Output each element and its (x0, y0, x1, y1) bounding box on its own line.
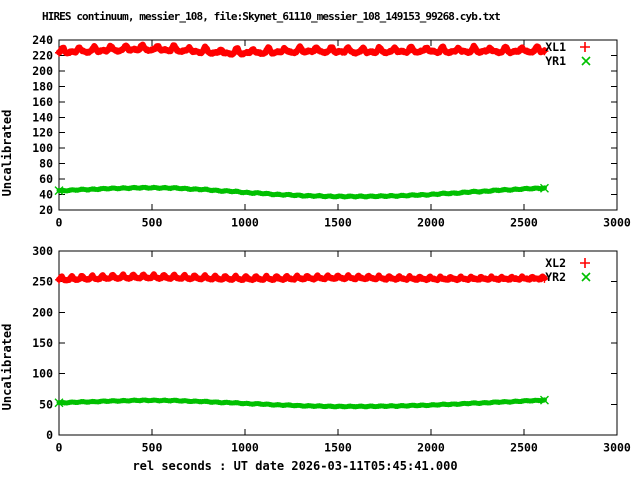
legend-label-xl2: XL2 (545, 256, 566, 270)
y-tick-label: 180 (32, 79, 53, 93)
x-tick-label: 0 (56, 216, 63, 230)
y-tick-label: 160 (32, 95, 53, 109)
x-tick-label: 2000 (417, 441, 445, 455)
x-tick-label: 1000 (231, 216, 259, 230)
series-yr2-end-marker (539, 395, 549, 405)
y-axis-label-top: Uncalibrated (0, 110, 14, 197)
x-tick-label: 1000 (231, 441, 259, 455)
y-tick-label: 150 (32, 336, 53, 350)
y-tick-label: 250 (32, 275, 53, 289)
x-tick-label: 2000 (417, 216, 445, 230)
x-tick-label: 2500 (510, 216, 538, 230)
x-tick-label: 1500 (324, 216, 352, 230)
series-xl2-end-marker (55, 275, 63, 284)
y-axis-label-bottom: Uncalibrated (0, 324, 14, 411)
legend-label-yr1: YR1 (545, 54, 566, 68)
y-tick-label: 60 (39, 172, 53, 186)
x-tick-label: 500 (142, 216, 163, 230)
legend-label-yr2: YR2 (545, 270, 566, 284)
series-yr1-end-marker (539, 183, 549, 193)
series-yr2-band (56, 397, 547, 410)
panel-frame (58, 39, 618, 211)
series-xl1-band (55, 41, 548, 58)
x-tick-label: 2500 (510, 441, 538, 455)
y-tick-label: 220 (32, 48, 53, 62)
x-tick-label: 500 (142, 441, 163, 455)
y-tick-label: 140 (32, 110, 53, 124)
y-tick-label: 80 (39, 157, 53, 171)
y-tick-label: 20 (39, 203, 53, 217)
y-tick-label: 240 (32, 33, 53, 47)
y-tick-label: 300 (32, 244, 53, 258)
y-tick-label: 200 (32, 305, 53, 319)
x-tick-label: 1500 (324, 441, 352, 455)
series-yr2-end-marker (54, 398, 64, 408)
legend-marker-plus-xl1 (580, 42, 590, 52)
x-tick-label: 0 (56, 441, 63, 455)
y-tick-label: 50 (39, 397, 53, 411)
series-xl1-end-marker (55, 48, 63, 57)
y-tick-label: 100 (32, 367, 53, 381)
legend-marker-cross-yr2 (581, 272, 591, 282)
series-xl2-end-marker (540, 274, 549, 283)
series-yr1-band (56, 184, 547, 200)
legend-label-xl1: XL1 (545, 40, 566, 54)
series-xl1-end-marker (540, 47, 549, 56)
x-tick-label: 3000 (603, 441, 631, 455)
legend-marker-plus-xl2 (580, 258, 590, 268)
legend-marker-cross-yr1 (581, 56, 591, 66)
y-tick-label: 120 (32, 126, 53, 140)
series-yr1-end-marker (54, 186, 64, 196)
y-tick-label: 40 (39, 188, 53, 202)
x-axis-label: rel seconds : UT date 2026-03-11T05:45:4… (132, 459, 457, 473)
y-tick-label: 200 (32, 64, 53, 78)
series-xl2-band (55, 271, 548, 284)
y-tick-label: 100 (32, 141, 53, 155)
x-tick-label: 3000 (603, 216, 631, 230)
generated-plot-elements: 0 500 1000 1500 2000 2500 30002040608010012014… (32, 33, 631, 455)
chart-title: HIRES continuum, messier_108, file:Skyne… (42, 10, 501, 23)
y-tick-label: 0 (46, 428, 53, 442)
